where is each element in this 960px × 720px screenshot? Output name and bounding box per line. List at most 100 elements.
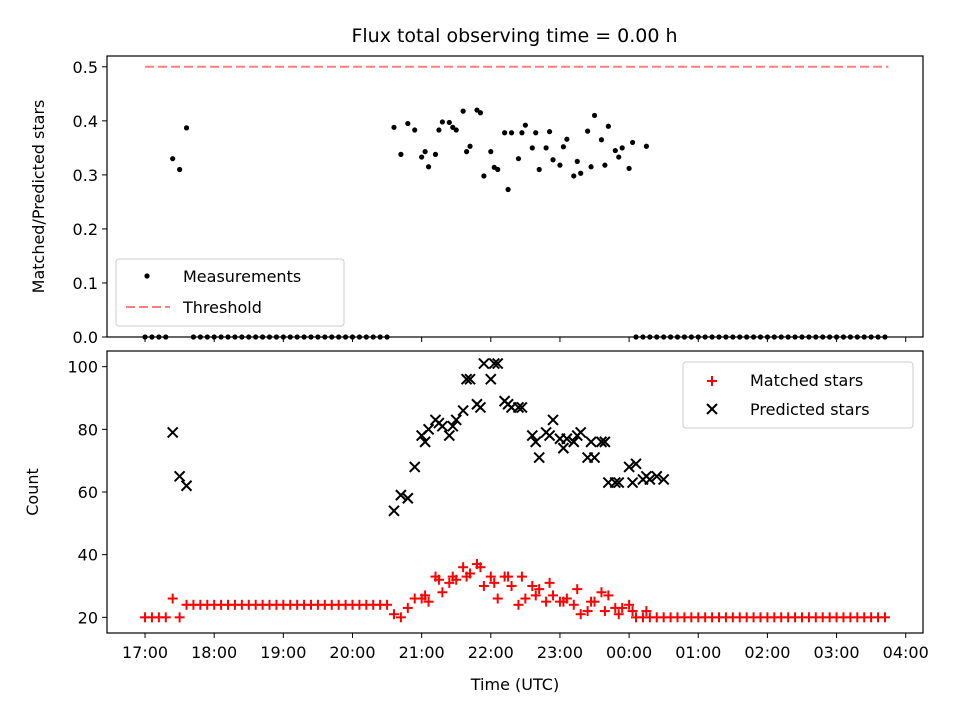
chart-title: Flux total observing time = 0.00 h <box>351 25 677 47</box>
bottom-legend-box <box>682 361 914 429</box>
measurement-point <box>177 166 183 173</box>
matched-star-point <box>461 571 472 582</box>
matched-star-point <box>506 581 517 591</box>
predicted-star-point <box>180 480 193 492</box>
predicted-star-point <box>543 429 556 442</box>
matched-star-point <box>423 596 434 607</box>
measurement-point <box>585 128 591 134</box>
measurement-point <box>170 156 176 162</box>
matched-star-point <box>395 612 406 623</box>
matched-star-point <box>382 599 393 610</box>
matched-star-point <box>513 599 524 610</box>
measurement-point <box>616 154 622 160</box>
matched-star-point <box>478 581 489 591</box>
measurement-point <box>405 120 411 127</box>
predicted-star-point <box>422 423 435 436</box>
matched-star-point <box>475 562 486 573</box>
matched-star-point <box>444 577 455 588</box>
predicted-star-point <box>568 436 580 448</box>
x-tick-label: 00:00 <box>606 643 652 662</box>
predicted-star-point <box>547 414 559 426</box>
x-tick-label: 20:00 <box>329 643 375 662</box>
bottom-y-tick-label: 20 <box>78 608 98 627</box>
measurement-point <box>529 145 535 151</box>
top-panel: 0.0 0.1 0.2 0.3 0.4 0.5 Matched/Predicted sta… <box>29 55 924 347</box>
matched-star-point <box>420 590 431 601</box>
legend-predicted-marker <box>706 403 718 415</box>
bottom-y-tick-label: 100 <box>67 358 98 377</box>
top-y-tick-label: 0.2 <box>73 220 98 239</box>
matched-star-point <box>641 606 652 617</box>
measurement-point <box>432 151 439 157</box>
predicted-star-point <box>588 451 601 464</box>
measurement-point <box>460 108 466 114</box>
legend-measurements-label: Measurements <box>183 267 301 286</box>
predicted-star-point <box>609 476 621 489</box>
matched-star-point <box>458 562 469 573</box>
predicted-star-point <box>419 436 431 448</box>
measurement-point <box>643 143 649 149</box>
predicted-star-point <box>460 373 473 385</box>
matched-star-point <box>544 577 555 588</box>
measurement-point <box>425 164 432 170</box>
predicted-star-point <box>166 426 179 439</box>
measurement-point <box>419 154 425 160</box>
matched-star-point <box>568 599 579 610</box>
matched-star-point <box>174 612 185 623</box>
matched-star-point <box>541 596 552 607</box>
predicted-star-point <box>512 401 525 414</box>
matched-star-point <box>167 593 178 604</box>
measurement-point <box>591 112 598 119</box>
predicted-star-point <box>173 470 186 483</box>
measurement-point <box>463 149 470 155</box>
measurement-point <box>564 136 570 142</box>
legend-matched-label: Matched stars <box>750 371 863 390</box>
matched-star-point <box>437 587 448 598</box>
predicted-star-point <box>626 476 639 489</box>
measurement-point <box>629 139 636 146</box>
predicted-star-point <box>526 429 538 442</box>
predicted-star-point <box>530 436 542 448</box>
measurement-point <box>571 173 577 179</box>
matched-star-point <box>520 593 531 604</box>
x-tick-label: 19:00 <box>260 643 306 662</box>
x-tick-label: 22:00 <box>468 643 514 662</box>
measurement-point <box>522 122 528 128</box>
measurement-point <box>183 125 190 131</box>
matched-star-point <box>492 593 503 604</box>
top-y-tick-label: 0.3 <box>73 166 98 185</box>
measurement-point <box>505 186 511 193</box>
predicted-star-point <box>409 461 421 473</box>
measurement-point <box>626 165 632 171</box>
predicted-star-point <box>436 420 449 432</box>
measurement-point <box>446 119 452 126</box>
measurement-point <box>439 119 445 125</box>
measurement-point <box>488 149 494 155</box>
measurement-point <box>391 124 397 130</box>
bottom-y-axis-label: Count <box>23 468 42 516</box>
measurement-point <box>422 149 428 155</box>
top-legend-box <box>115 258 345 327</box>
predicted-star-point <box>388 505 400 517</box>
measurement-point <box>619 145 625 151</box>
x-axis-label: Time (UTC) <box>470 675 559 694</box>
measurement-point <box>543 145 549 151</box>
predicted-star-point <box>630 458 642 470</box>
matched-star-point <box>603 590 614 601</box>
predicted-star-point <box>492 357 504 370</box>
measurement-point <box>612 147 618 154</box>
measurement-point <box>578 170 584 176</box>
predicted-star-point <box>443 429 456 442</box>
measurement-point <box>546 129 553 135</box>
measurement-point <box>481 173 487 179</box>
predicted-star-point <box>613 476 625 489</box>
predicted-star-point <box>457 404 469 417</box>
matched-star-point <box>558 596 569 607</box>
matched-star-point <box>596 587 607 598</box>
matched-star-point <box>627 606 638 617</box>
predicted-star-point <box>533 451 545 464</box>
measurement-point <box>450 124 456 130</box>
bottom-y-tick-label: 60 <box>78 483 98 502</box>
predicted-star-point <box>557 442 570 454</box>
